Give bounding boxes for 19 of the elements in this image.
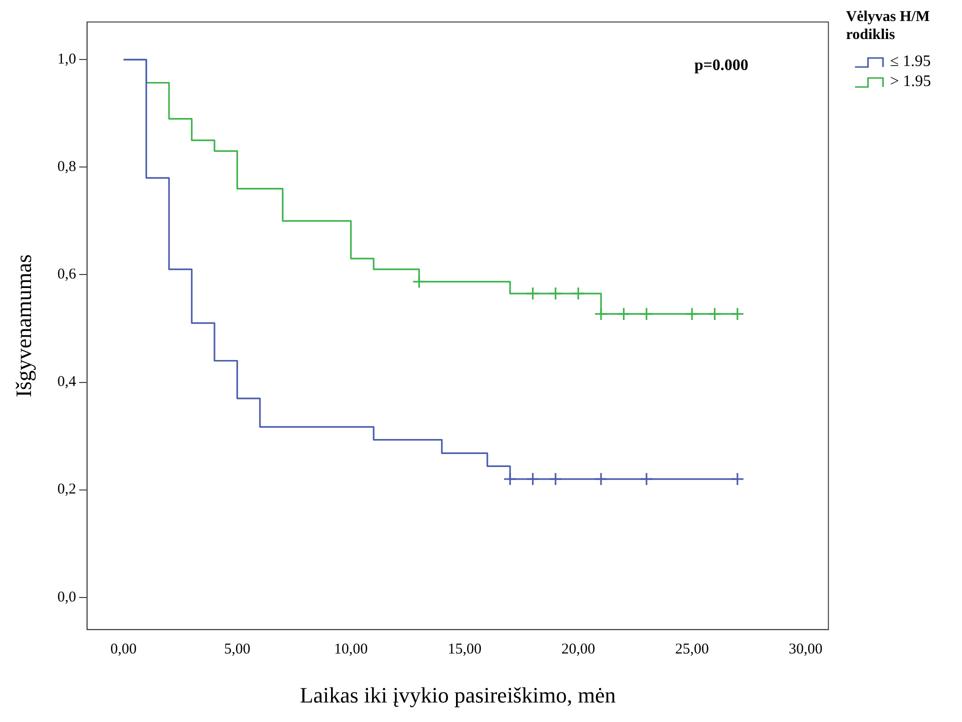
x-tick-label: 15,00 [448,642,482,658]
y-tick-label: 0,8 [57,159,76,176]
y-tick-label: 0,0 [57,589,76,606]
y-tick-label: 0,2 [57,482,76,498]
x-tick-label: 0,00 [110,642,137,658]
legend-title: Vėlyvas H/M rodiklis [846,8,931,44]
legend-label: > 1.95 [890,72,932,92]
x-tick-label: 5,00 [224,642,250,658]
x-tick-label: 25,00 [675,642,709,658]
x-tick-label: 30,00 [788,642,823,658]
y-axis-title: Išgyvenamumas [10,254,36,398]
x-tick-label: 20,00 [561,642,596,658]
legend-label: ≤ 1.95 [890,52,931,72]
x-tick-label: 10,00 [334,642,368,658]
y-tick-label: 1,0 [57,52,76,68]
y-tick-label: 0,4 [57,374,77,390]
x-axis-title: Laikas iki įvykio pasireiškimo, mėn [300,682,616,708]
annotation: p=0.000 [694,57,748,74]
y-tick-label: 0,6 [57,266,77,283]
